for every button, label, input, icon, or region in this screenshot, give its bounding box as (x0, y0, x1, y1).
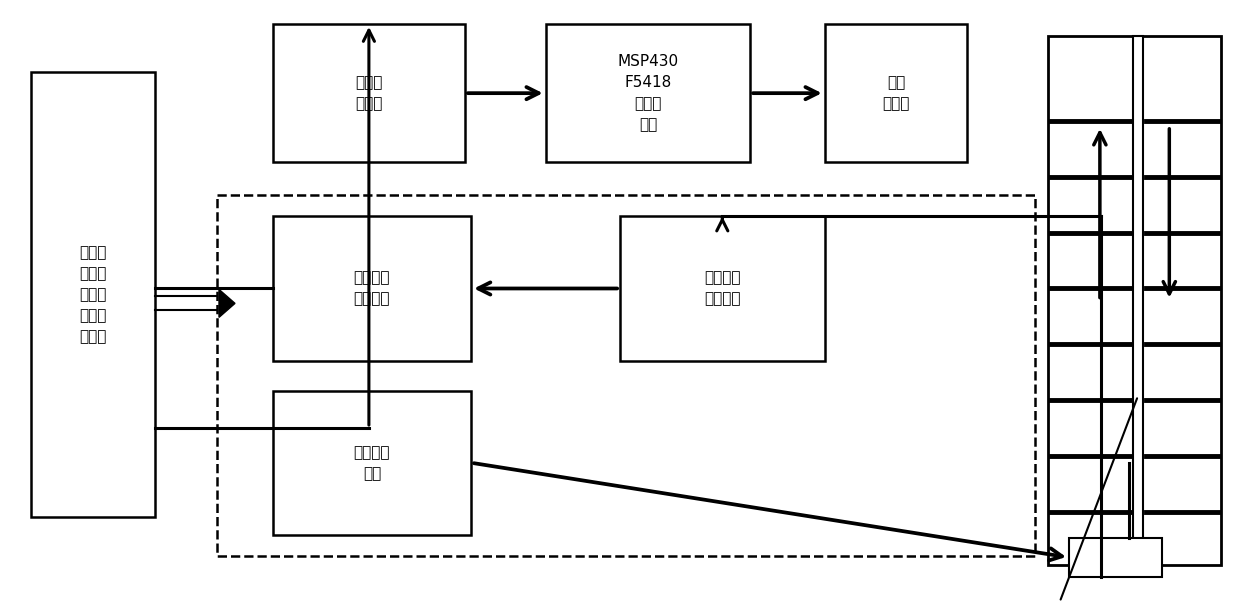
Bar (273, 391, 471, 535)
Bar (1069, 538, 1162, 577)
Polygon shape (219, 290, 236, 317)
Bar (1048, 36, 1221, 565)
Bar (273, 24, 465, 162)
Bar (620, 216, 825, 361)
Bar (825, 24, 967, 162)
Bar (217, 195, 1035, 556)
Text: 等效时间
采样电路: 等效时间 采样电路 (353, 270, 391, 307)
Bar (31, 72, 155, 517)
Text: 导波杆: 导波杆 (1040, 398, 1137, 601)
Bar (273, 216, 471, 361)
Text: 信号调
理电路: 信号调 理电路 (355, 75, 383, 111)
Text: 用于控
制发、
收脉冲
信号的
单片机: 用于控 制发、 收脉冲 信号的 单片机 (79, 245, 107, 344)
Bar (546, 24, 750, 162)
Text: MSP430
F5418
单片机
系统: MSP430 F5418 单片机 系统 (618, 54, 678, 132)
Text: 液晶
显示器: 液晶 显示器 (882, 75, 910, 111)
Bar (1133, 36, 1143, 565)
Text: 脉冲发射
电路: 脉冲发射 电路 (353, 445, 391, 481)
Text: 接收回波
信号电路: 接收回波 信号电路 (704, 270, 740, 307)
